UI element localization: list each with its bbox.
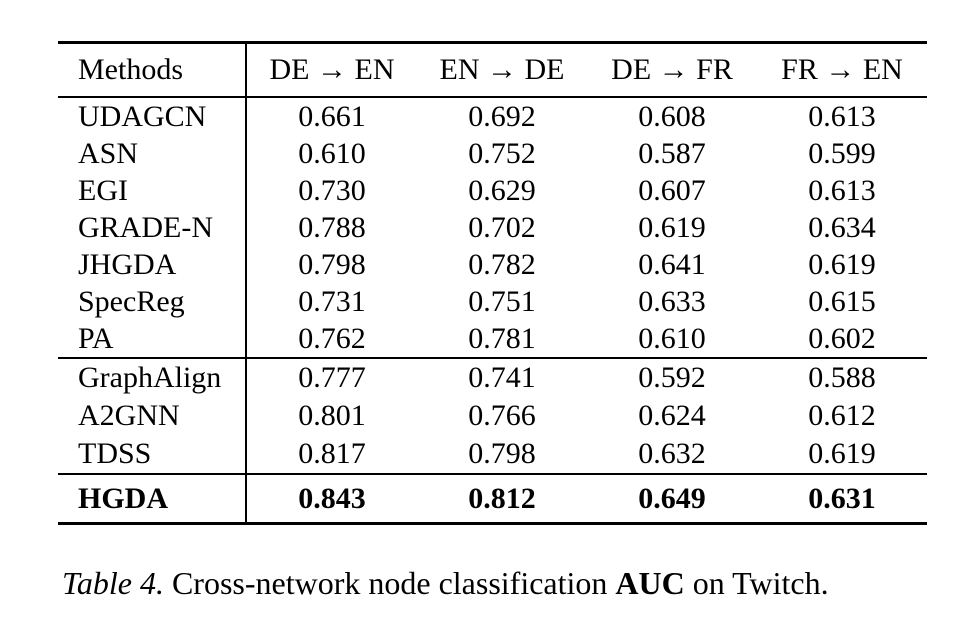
value-cell: 0.612 [808, 399, 876, 432]
value-cell: 0.633 [638, 284, 706, 318]
value-cell: 0.619 [638, 210, 706, 244]
caption-bold-auc: AUC [615, 565, 685, 601]
value-cell: 0.762 [298, 321, 366, 355]
column-header-de-en: DE → EN [269, 53, 395, 86]
value-cell: 0.631 [808, 481, 876, 515]
value-cell: 0.629 [468, 173, 536, 207]
value-cell: 0.741 [468, 361, 536, 394]
value-cell: 0.788 [298, 210, 366, 244]
method-cell: TDSS [58, 435, 247, 473]
caption-text-after: on Twitch. [692, 565, 829, 601]
value-cell: 0.801 [298, 399, 366, 432]
column-header-en-de: EN → DE [439, 53, 565, 86]
method-cell: A2GNN [58, 397, 247, 435]
value-cell: 0.661 [298, 99, 366, 133]
table-row: GraphAlign 0.777 0.741 0.592 0.588 [58, 359, 927, 397]
value-cell: 0.632 [638, 437, 706, 470]
method-cell: GraphAlign [58, 359, 247, 397]
value-cell: 0.777 [298, 361, 366, 394]
value-cell: 0.602 [808, 321, 876, 355]
value-cell: 0.607 [638, 173, 706, 207]
method-cell: EGI [58, 172, 247, 209]
table-row: JHGDA 0.798 0.782 0.641 0.619 [58, 246, 927, 283]
value-cell: 0.608 [638, 99, 706, 133]
section-divider-rule [58, 357, 927, 359]
table-header-row: Methods DE → EN EN → DE DE → FR FR → EN [58, 44, 927, 96]
value-cell: 0.781 [468, 321, 536, 355]
value-cell: 0.782 [468, 247, 536, 281]
method-cell: SpecReg [58, 283, 247, 320]
table-row: GRADE-N 0.788 0.702 0.619 0.634 [58, 209, 927, 246]
table-row: ASN 0.610 0.752 0.587 0.599 [58, 135, 927, 172]
value-cell: 0.587 [638, 136, 706, 170]
column-header-de-fr: DE → FR [611, 53, 733, 86]
value-cell: 0.613 [808, 99, 876, 133]
value-cell: 0.817 [298, 437, 366, 470]
column-header-methods: Methods [58, 44, 247, 96]
table-row: UDAGCN 0.661 0.692 0.608 0.613 [58, 98, 927, 135]
header-divider-rule [58, 96, 927, 98]
value-cell: 0.751 [468, 284, 536, 318]
value-cell: 0.619 [808, 437, 876, 470]
value-cell: 0.610 [298, 136, 366, 170]
method-cell: HGDA [58, 475, 247, 522]
value-cell: 0.766 [468, 399, 536, 432]
value-cell: 0.619 [808, 247, 876, 281]
value-cell: 0.610 [638, 321, 706, 355]
table-row-hgda: HGDA 0.843 0.812 0.649 0.631 [58, 475, 927, 522]
value-cell: 0.812 [468, 481, 536, 515]
value-cell: 0.798 [468, 437, 536, 470]
caption-label: Table 4. [62, 565, 164, 601]
table-group-proposed-method: HGDA 0.843 0.812 0.649 0.631 [58, 475, 927, 522]
value-cell: 0.649 [638, 481, 706, 515]
value-cell: 0.692 [468, 99, 536, 133]
method-cell: JHGDA [58, 246, 247, 283]
results-table: Methods DE → EN EN → DE DE → FR FR → EN … [58, 41, 927, 525]
value-cell: 0.641 [638, 247, 706, 281]
value-cell: 0.702 [468, 210, 536, 244]
value-cell: 0.731 [298, 284, 366, 318]
value-cell: 0.588 [808, 361, 876, 394]
value-cell: 0.798 [298, 247, 366, 281]
value-cell: 0.615 [808, 284, 876, 318]
caption-text: Cross-network node classification [171, 565, 608, 601]
method-cell: UDAGCN [58, 98, 247, 135]
column-header-fr-en: FR → EN [781, 53, 903, 86]
table-group-baselines: UDAGCN 0.661 0.692 0.608 0.613 ASN 0.610… [58, 98, 927, 357]
value-cell: 0.624 [638, 399, 706, 432]
table-group-recent-methods: GraphAlign 0.777 0.741 0.592 0.588 A2GNN… [58, 359, 927, 473]
table-row: TDSS 0.817 0.798 0.632 0.619 [58, 435, 927, 473]
method-cell: PA [58, 320, 247, 357]
section-divider-rule [58, 473, 927, 475]
table-row: PA 0.762 0.781 0.610 0.602 [58, 320, 927, 357]
value-cell: 0.599 [808, 136, 876, 170]
value-cell: 0.592 [638, 361, 706, 394]
method-cell: GRADE-N [58, 209, 247, 246]
table-row: A2GNN 0.801 0.766 0.624 0.612 [58, 397, 927, 435]
value-cell: 0.634 [808, 210, 876, 244]
table-row: EGI 0.730 0.629 0.607 0.613 [58, 172, 927, 209]
value-cell: 0.843 [298, 481, 366, 515]
table-caption: Table 4. Cross-network node classificati… [62, 564, 942, 602]
value-cell: 0.730 [298, 173, 366, 207]
value-cell: 0.752 [468, 136, 536, 170]
value-cell: 0.613 [808, 173, 876, 207]
method-cell: ASN [58, 135, 247, 172]
table-row: SpecReg 0.731 0.751 0.633 0.615 [58, 283, 927, 320]
